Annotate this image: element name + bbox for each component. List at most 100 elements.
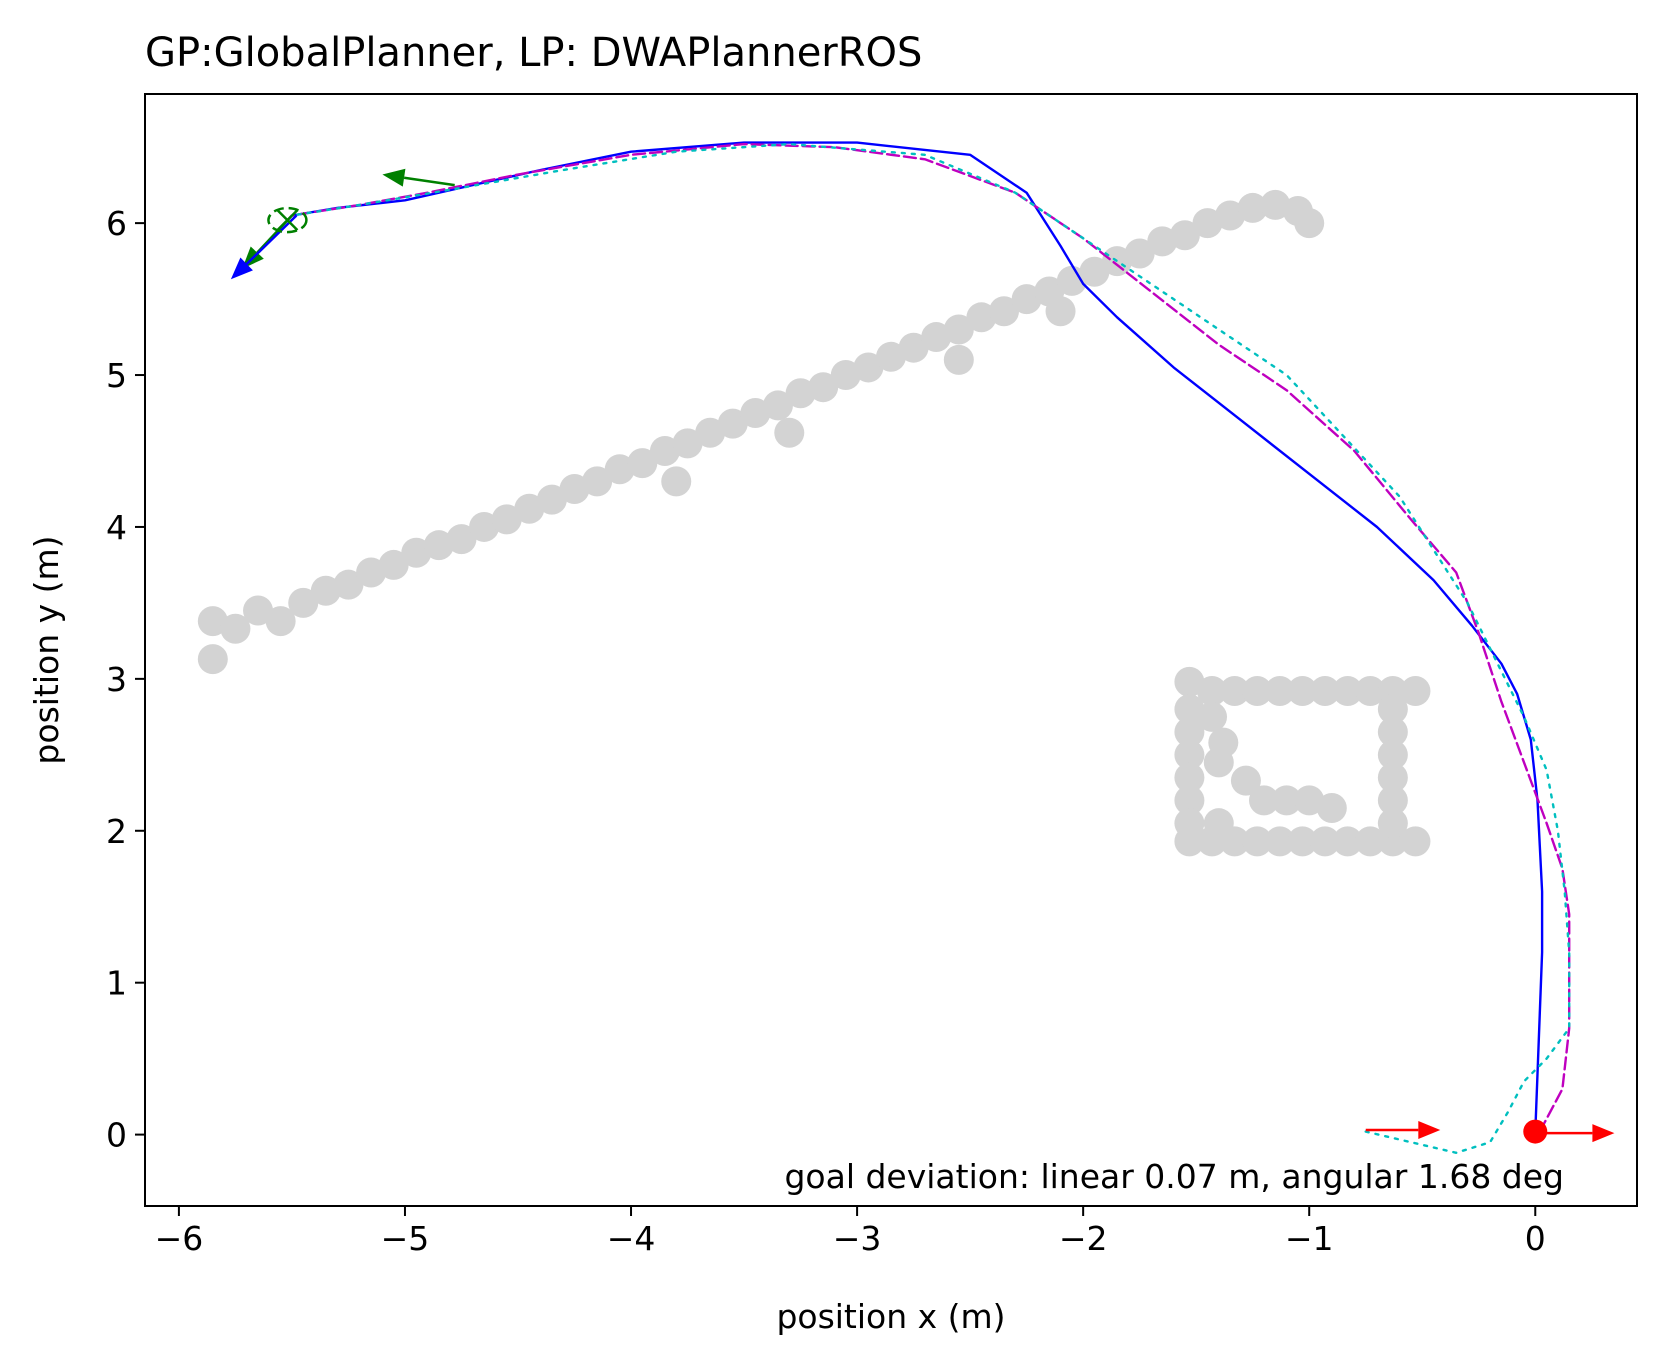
obstacle-wall-point bbox=[774, 417, 805, 448]
obstacle-box-point bbox=[1377, 762, 1408, 793]
obstacle-wall-point bbox=[1011, 284, 1042, 315]
obstacle-wall-point bbox=[672, 428, 703, 459]
obstacle-box-point bbox=[1242, 826, 1273, 857]
obstacle-box-point bbox=[1287, 676, 1318, 707]
obstacle-wall-point bbox=[921, 322, 952, 353]
obstacle-wall-point bbox=[1056, 265, 1087, 296]
obstacle-box-point bbox=[1294, 785, 1325, 816]
y-tick-label: 2 bbox=[106, 812, 127, 851]
trajectory-line-solid bbox=[290, 141, 1544, 1133]
obstacle-wall-point bbox=[740, 398, 771, 429]
x-tick-label: −2 bbox=[1059, 1219, 1108, 1258]
obstacle-box-point bbox=[1242, 676, 1273, 707]
obstacle-box-point bbox=[1377, 717, 1408, 748]
obstacle-box-point bbox=[1174, 666, 1205, 697]
obstacle-wall-point bbox=[1124, 238, 1155, 269]
obstacle-box-point bbox=[1400, 826, 1431, 857]
obstacle-wall-point bbox=[1045, 296, 1076, 327]
obstacle-wall-point bbox=[808, 372, 839, 403]
trajectory-line-dotted bbox=[290, 142, 1571, 1154]
obstacle-wall-point bbox=[1237, 192, 1268, 223]
y-axis-ticks: 0 1 2 3 4 5 6 bbox=[106, 204, 145, 1155]
x-tick-label: −3 bbox=[833, 1219, 882, 1258]
obstacle-wall-point bbox=[265, 606, 296, 637]
obstacle-wall-point bbox=[695, 417, 726, 448]
obstacle-wall-point bbox=[333, 569, 364, 600]
heading-arrow-head bbox=[1418, 1121, 1441, 1139]
y-tick-label: 1 bbox=[106, 964, 127, 1003]
obstacle-wall-point bbox=[830, 360, 861, 391]
obstacle-wall-point bbox=[649, 435, 680, 466]
obstacle-box-point bbox=[1355, 676, 1386, 707]
trajectory-series-layer bbox=[290, 141, 1571, 1154]
obstacle-wall-point bbox=[943, 314, 974, 345]
goal-deviation-annotation: goal deviation: linear 0.07 m, angular 1… bbox=[784, 1157, 1564, 1196]
obstacle-wall-point bbox=[469, 511, 500, 542]
obstacle-box-point bbox=[1316, 792, 1347, 823]
obstacle-box-point bbox=[1230, 765, 1261, 796]
marker-layer bbox=[267, 206, 1548, 1144]
obstacle-box-point bbox=[1377, 785, 1408, 816]
heading-arrow-shaft bbox=[403, 176, 455, 187]
heading-arrow-head bbox=[1592, 1124, 1615, 1143]
obstacle-wall-point bbox=[559, 473, 590, 504]
obstacle-wall-point bbox=[989, 296, 1020, 327]
obstacle-wall-point bbox=[1147, 226, 1178, 257]
y-tick-label: 6 bbox=[106, 204, 127, 243]
obstacle-wall-point bbox=[853, 352, 884, 383]
x-tick-label: −5 bbox=[381, 1219, 430, 1258]
obstacle-wall-point bbox=[1192, 208, 1223, 239]
obstacle-box-point bbox=[1271, 785, 1302, 816]
obstacle-box-point bbox=[1203, 747, 1234, 778]
obstacle-wall-point bbox=[582, 466, 613, 497]
obstacle-wall-point bbox=[446, 524, 477, 555]
obstacle-wall-point bbox=[1294, 208, 1325, 239]
obstacle-box-point bbox=[1400, 676, 1431, 707]
x-tick-label: 0 bbox=[1525, 1219, 1546, 1258]
obstacle-wall-point bbox=[1079, 256, 1110, 287]
obstacle-wall-point bbox=[220, 613, 251, 644]
obstacle-box-point bbox=[1197, 701, 1228, 732]
obstacle-box-point bbox=[1197, 676, 1228, 707]
y-tick-label: 3 bbox=[106, 660, 127, 699]
y-tick-label: 0 bbox=[106, 1116, 127, 1155]
obstacle-box-point bbox=[1287, 826, 1318, 857]
obstacle-wall-point bbox=[197, 606, 228, 637]
obstacle-box-point bbox=[1174, 785, 1205, 816]
y-tick-label: 5 bbox=[106, 356, 127, 395]
obstacle-wall-point bbox=[717, 408, 748, 439]
heading-arrow-head bbox=[382, 168, 406, 187]
x-tick-label: −6 bbox=[155, 1219, 204, 1258]
heading-arrow-head bbox=[230, 257, 253, 280]
obstacle-wall-point bbox=[514, 493, 545, 524]
obstacle-wall-point bbox=[536, 484, 567, 515]
goal-tolerance-ellipse bbox=[267, 206, 308, 234]
chart-title: GP:GlobalPlanner, LP: DWAPlannerROS bbox=[145, 30, 922, 76]
obstacle-box-point bbox=[1174, 739, 1205, 770]
obstacle-box-point bbox=[1310, 676, 1341, 707]
obstacle-box-point bbox=[1264, 826, 1295, 857]
y-tick-label: 4 bbox=[106, 508, 127, 547]
obstacle-box-point bbox=[1174, 694, 1205, 725]
obstacle-wall-point bbox=[1260, 189, 1291, 220]
x-axis-label: position x (m) bbox=[776, 1297, 1005, 1336]
obstacle-box-point bbox=[1377, 808, 1408, 839]
x-axis-ticks: −6 −5 −4 −3 −2 −1 0 bbox=[155, 1206, 1546, 1258]
obstacle-box-point bbox=[1377, 739, 1408, 770]
obstacle-wall-point bbox=[762, 390, 793, 421]
obstacle-wall-point bbox=[661, 466, 692, 497]
obstacle-box-point bbox=[1310, 826, 1341, 857]
obstacle-wall-point bbox=[1215, 200, 1246, 231]
obstacle-box-point bbox=[1219, 676, 1250, 707]
obstacle-box-point bbox=[1332, 676, 1363, 707]
obstacle-wall-point bbox=[423, 530, 454, 561]
obstacle-box-point bbox=[1174, 717, 1205, 748]
obstacle-wall-point bbox=[1169, 220, 1200, 251]
start-position-dot bbox=[1523, 1119, 1548, 1144]
y-axis-label: position y (m) bbox=[27, 535, 66, 764]
obstacle-box-point bbox=[1174, 762, 1205, 793]
obstacle-wall-point bbox=[966, 302, 997, 333]
obstacle-wall-point bbox=[604, 454, 635, 485]
heading-arrow-shaft bbox=[245, 214, 298, 265]
